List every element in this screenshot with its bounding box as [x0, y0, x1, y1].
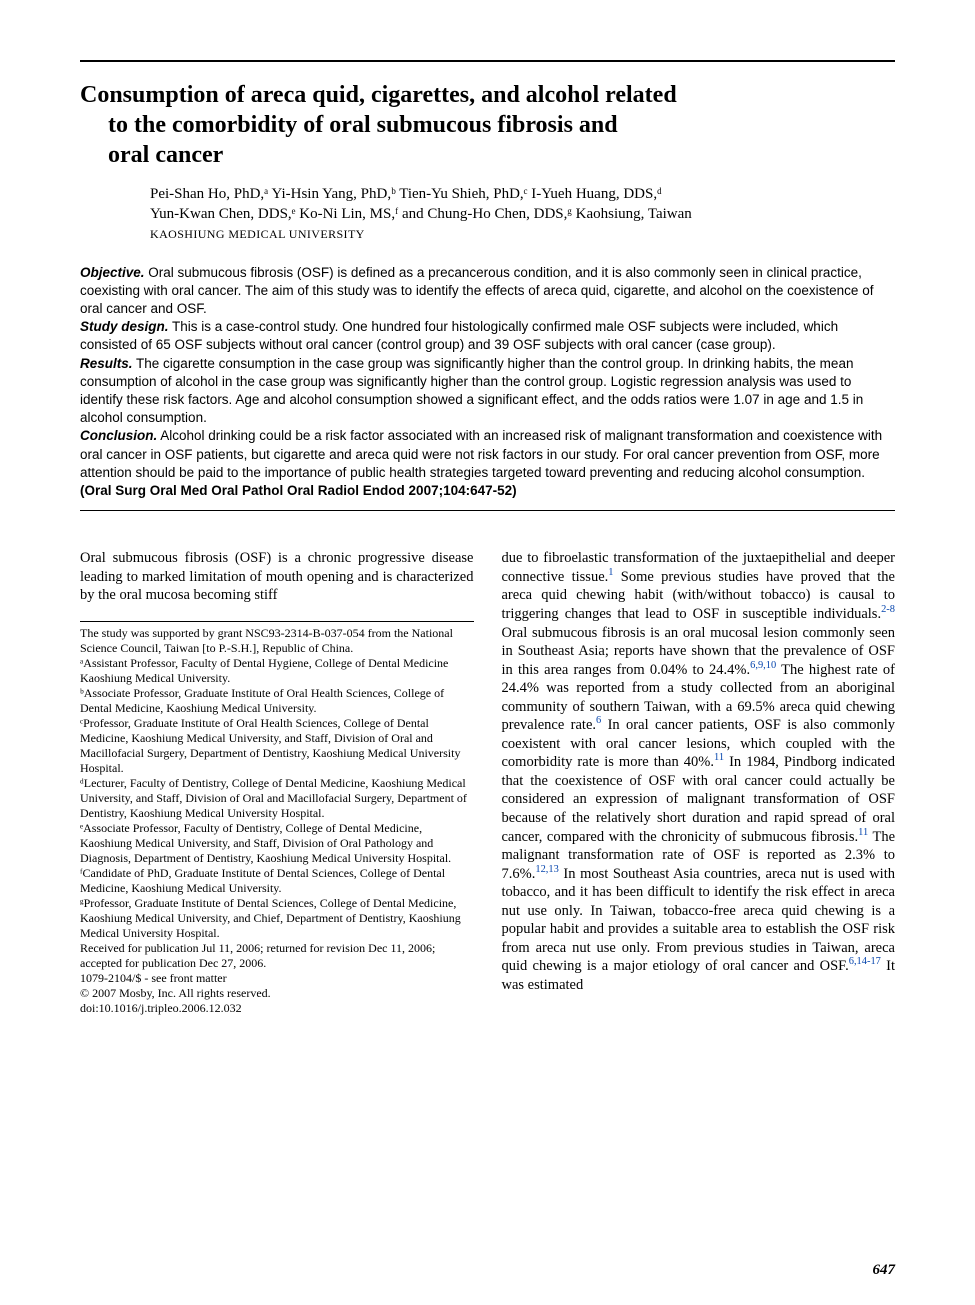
- ref-link-2-8[interactable]: 2-8: [881, 604, 895, 615]
- abstract-conclusion: Conclusion. Alcohol drinking could be a …: [80, 427, 895, 500]
- title-line-2: to the comorbidity of oral submucous fib…: [80, 110, 895, 140]
- top-rule: [80, 60, 895, 62]
- affiliation-d: ᵈLecturer, Faculty of Dentistry, College…: [80, 776, 474, 821]
- funding-note: The study was supported by grant NSC93-2…: [80, 626, 474, 656]
- article-title: Consumption of areca quid, cigarettes, a…: [80, 80, 895, 170]
- ref-link-11[interactable]: 11: [714, 753, 724, 764]
- objective-label: Objective.: [80, 265, 145, 280]
- ref-link-6-9-10[interactable]: 6,9,10: [750, 660, 776, 671]
- objective-text: Oral submucous fibrosis (OSF) is defined…: [80, 265, 873, 316]
- copyright-line: © 2007 Mosby, Inc. All rights reserved.: [80, 986, 474, 1001]
- journal-citation: (Oral Surg Oral Med Oral Pathol Oral Rad…: [80, 483, 517, 498]
- results-text: The cigarette consumption in the case gr…: [80, 356, 863, 426]
- abstract-results: Results. The cigarette consumption in th…: [80, 355, 895, 428]
- body-text: In most Southeast Asia countries, areca …: [502, 866, 896, 975]
- affiliation-b: ᵇAssociate Professor, Graduate Institute…: [80, 686, 474, 716]
- results-label: Results.: [80, 356, 133, 371]
- title-line-3: oral cancer: [80, 140, 895, 170]
- affiliation-c: ᶜProfessor, Graduate Institute of Oral H…: [80, 716, 474, 776]
- affiliation-e: ᵉAssociate Professor, Faculty of Dentist…: [80, 821, 474, 866]
- footnotes-block: The study was supported by grant NSC93-2…: [80, 626, 474, 1016]
- received-date: Received for publication Jul 11, 2006; r…: [80, 941, 474, 971]
- design-label: Study design.: [80, 319, 169, 334]
- title-line-1: Consumption of areca quid, cigarettes, a…: [80, 82, 677, 108]
- institution: KAOSHIUNG MEDICAL UNIVERSITY: [80, 227, 895, 242]
- two-column-body: Oral submucous fibrosis (OSF) is a chron…: [80, 549, 895, 1016]
- affiliation-f: ᶠCandidate of PhD, Graduate Institute of…: [80, 866, 474, 896]
- conclusion-label: Conclusion.: [80, 428, 157, 443]
- authors-line-2: Yun-Kwan Chen, DDS,ᵉ Ko-Ni Lin, MS,ᶠ and…: [150, 206, 692, 222]
- affiliation-g: ᵍProfessor, Graduate Institute of Dental…: [80, 896, 474, 941]
- affiliation-a: ᵃAssistant Professor, Faculty of Dental …: [80, 656, 474, 686]
- body-paragraph: due to fibroelastic transformation of th…: [502, 549, 896, 994]
- ref-link-12-13[interactable]: 12,13: [535, 864, 558, 875]
- footnote-rule: [80, 621, 474, 622]
- page-number: 647: [873, 1262, 896, 1279]
- abstract-objective: Objective. Oral submucous fibrosis (OSF)…: [80, 264, 895, 319]
- authors-line-1: Pei-Shan Ho, PhD,ᵃ Yi-Hsin Yang, PhD,ᵇ T…: [150, 186, 662, 202]
- author-list: Pei-Shan Ho, PhD,ᵃ Yi-Hsin Yang, PhD,ᵇ T…: [80, 184, 895, 225]
- right-column: due to fibroelastic transformation of th…: [502, 549, 896, 1016]
- conclusion-text: Alcohol drinking could be a risk factor …: [80, 428, 882, 479]
- mid-rule: [80, 510, 895, 511]
- design-text: This is a case-control study. One hundre…: [80, 319, 838, 352]
- ref-link-6-14-17[interactable]: 6,14-17: [849, 957, 881, 968]
- abstract-block: Objective. Oral submucous fibrosis (OSF)…: [80, 264, 895, 501]
- doi-line: doi:10.1016/j.tripleo.2006.12.032: [80, 1001, 474, 1016]
- ref-link-11b[interactable]: 11: [858, 827, 868, 838]
- issn-line: 1079-2104/$ - see front matter: [80, 971, 474, 986]
- intro-paragraph: Oral submucous fibrosis (OSF) is a chron…: [80, 549, 474, 605]
- abstract-design: Study design. This is a case-control stu…: [80, 318, 895, 354]
- left-column: Oral submucous fibrosis (OSF) is a chron…: [80, 549, 474, 1016]
